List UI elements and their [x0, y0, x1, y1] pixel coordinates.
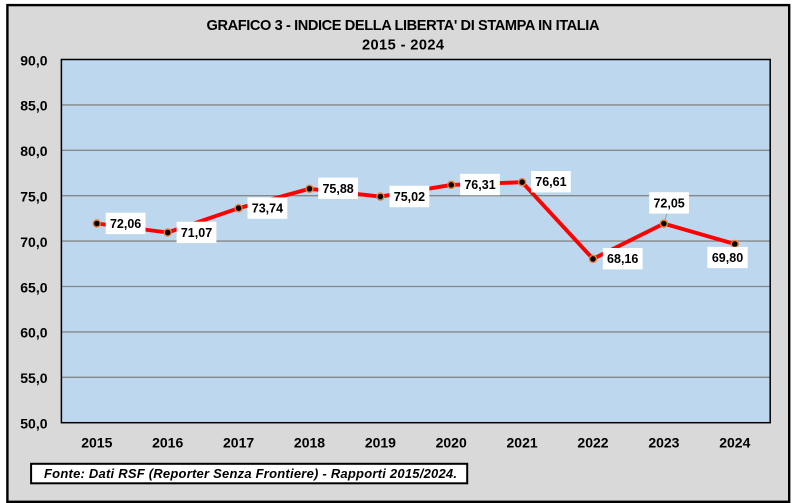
svg-text:90,0: 90,0	[20, 52, 47, 68]
svg-text:2022: 2022	[577, 435, 608, 451]
svg-text:2019: 2019	[365, 435, 396, 451]
svg-text:2015 - 2024: 2015 - 2024	[362, 37, 445, 53]
svg-text:2015: 2015	[81, 435, 112, 451]
svg-text:2018: 2018	[294, 435, 325, 451]
svg-text:65,0: 65,0	[20, 279, 47, 295]
svg-text:Fonte: Dati RSF (Reporter Senz: Fonte: Dati RSF (Reporter Senza Frontier…	[44, 466, 457, 481]
svg-text:55,0: 55,0	[20, 370, 47, 386]
svg-text:75,02: 75,02	[394, 190, 425, 204]
svg-text:76,61: 76,61	[535, 175, 566, 189]
svg-text:69,80: 69,80	[712, 251, 743, 265]
svg-text:2021: 2021	[507, 435, 538, 451]
svg-text:2023: 2023	[648, 435, 679, 451]
svg-text:85,0: 85,0	[20, 98, 47, 114]
svg-text:75,0: 75,0	[20, 189, 47, 205]
svg-text:70,0: 70,0	[20, 234, 47, 250]
svg-text:72,05: 72,05	[653, 196, 684, 210]
svg-text:68,16: 68,16	[607, 252, 638, 266]
svg-text:2024: 2024	[719, 435, 750, 451]
svg-text:2020: 2020	[436, 435, 467, 451]
svg-text:60,0: 60,0	[20, 325, 47, 341]
svg-text:71,07: 71,07	[181, 226, 212, 240]
svg-text:76,31: 76,31	[464, 178, 495, 192]
svg-text:80,0: 80,0	[20, 143, 47, 159]
svg-text:50,0: 50,0	[20, 416, 47, 432]
svg-text:73,74: 73,74	[252, 202, 283, 216]
svg-text:72,06: 72,06	[110, 217, 141, 231]
svg-text:2016: 2016	[152, 435, 183, 451]
svg-text:2017: 2017	[223, 435, 254, 451]
svg-text:GRAFICO 3 - INDICE DELLA LIBER: GRAFICO 3 - INDICE DELLA LIBERTA' DI STA…	[207, 18, 600, 34]
svg-text:75,88: 75,88	[322, 182, 353, 196]
